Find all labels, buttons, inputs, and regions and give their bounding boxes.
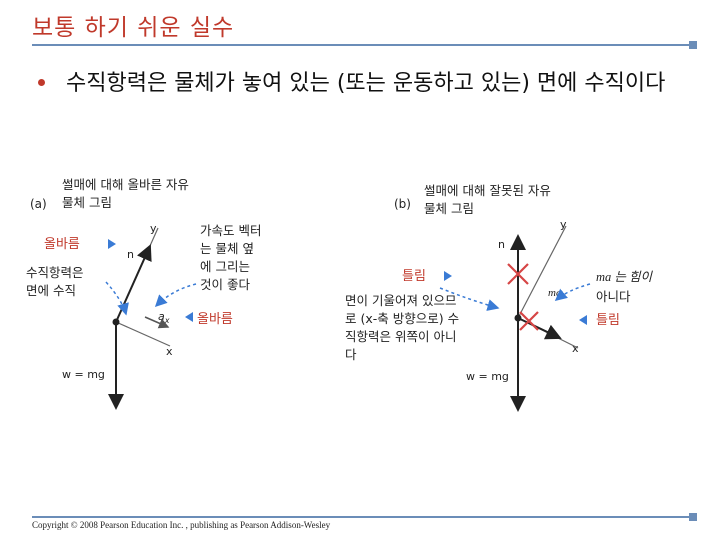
figure-b-tilt-note-line3: 직항력은 위쪽이 아니 (345, 329, 457, 344)
figure-a-normal-vector (115, 244, 152, 323)
figure-b-pointer-top (444, 271, 452, 281)
figure-b-ma-note-line1: ma 는 힘이 (596, 270, 653, 284)
figure-a-normal-note-line1: 수직항력은 (26, 265, 84, 280)
figure-b-wrong-label-bottom: 틀림 (596, 313, 620, 328)
error-mark-icon (507, 263, 529, 285)
figure-b-pointer-bottom (579, 315, 587, 325)
figure-a-accel-note-line3: 에 그리는 (200, 259, 250, 274)
figure-b-y-axis (517, 225, 567, 319)
copyright-text: Copyright © 2008 Pearson Education Inc. … (32, 520, 331, 530)
figure-b-y-label: y (560, 218, 567, 231)
figure-b-tilt-note-line2: 로 (x-축 방향으로) 수 (345, 311, 460, 326)
figure-a-caption-line2: 물체 그림 (62, 195, 112, 210)
figure-b-diagram (439, 225, 591, 412)
figure-b-origin-dot (514, 314, 522, 322)
figure-b-n-label: n (498, 238, 505, 251)
figure-a-correct-label-top: 올바름 (44, 237, 80, 252)
figure-b-letter: (b) (394, 197, 411, 211)
title-divider (32, 41, 697, 49)
bullet-marker (38, 79, 45, 86)
figure-b-x-label: x (572, 342, 579, 355)
error-mark-icon (519, 311, 539, 331)
figure-b-weight-label: w = mg (466, 370, 509, 383)
figure-b-wrong-label-top: 틀림 (402, 269, 426, 284)
footer-divider (32, 513, 697, 521)
bullet-text: 수직항력은 물체가 놓여 있는 (또는 운동하고 있는) 면에 수직이다 (66, 71, 666, 96)
figure-b-tilt-note-line1: 면이 기울어져 있으므 (345, 293, 457, 308)
slide-title: 보통 하기 쉬운 실수 (32, 15, 235, 41)
figure-a-weight-label: w = mg (62, 368, 105, 381)
figure-a-correct-label-bottom: 올바름 (197, 312, 233, 327)
figure-b-caption-line1: 썰매에 대해 잘못된 자유 (424, 183, 551, 198)
figure-b-ma-vector (517, 317, 562, 340)
figure-a-n-label: n (127, 248, 134, 261)
figure-a-accel-note-line4: 것이 좋다 (200, 277, 250, 292)
figure-a-accel-note-line1: 가속도 벡터 (200, 223, 262, 238)
figure-b-tilt-callout (439, 287, 500, 311)
figure-b-caption-line2: 물체 그림 (424, 201, 474, 216)
figure-a-pointer-bottom (185, 312, 193, 322)
figure-b-ma-note-line2: 아니다 (596, 289, 631, 304)
figure-a-caption-line1: 썰매에 대해 올바른 자유 (62, 177, 189, 192)
figure-a-pointer-top (108, 239, 116, 249)
figure-a-letter: (a) (30, 197, 47, 211)
figure-a-accel-vector (144, 316, 170, 329)
figure-b-tilt-note-line4: 다 (345, 347, 357, 362)
figure-a-normal-callout (105, 281, 129, 316)
figure-a-diagram (105, 227, 197, 410)
figure-a-accel-note-line2: 는 물체 옆 (200, 241, 254, 256)
figure-a-x-axis (115, 321, 171, 347)
figure-a-normal-note-line2: 면에 수직 (26, 283, 76, 298)
figure-a-origin-dot (112, 318, 120, 326)
figure-b-ma-callout (554, 283, 591, 301)
figure-a-x-label: x (166, 345, 173, 358)
figure-a-y-label: y (150, 222, 157, 235)
figure-a-accel-callout (154, 283, 197, 308)
